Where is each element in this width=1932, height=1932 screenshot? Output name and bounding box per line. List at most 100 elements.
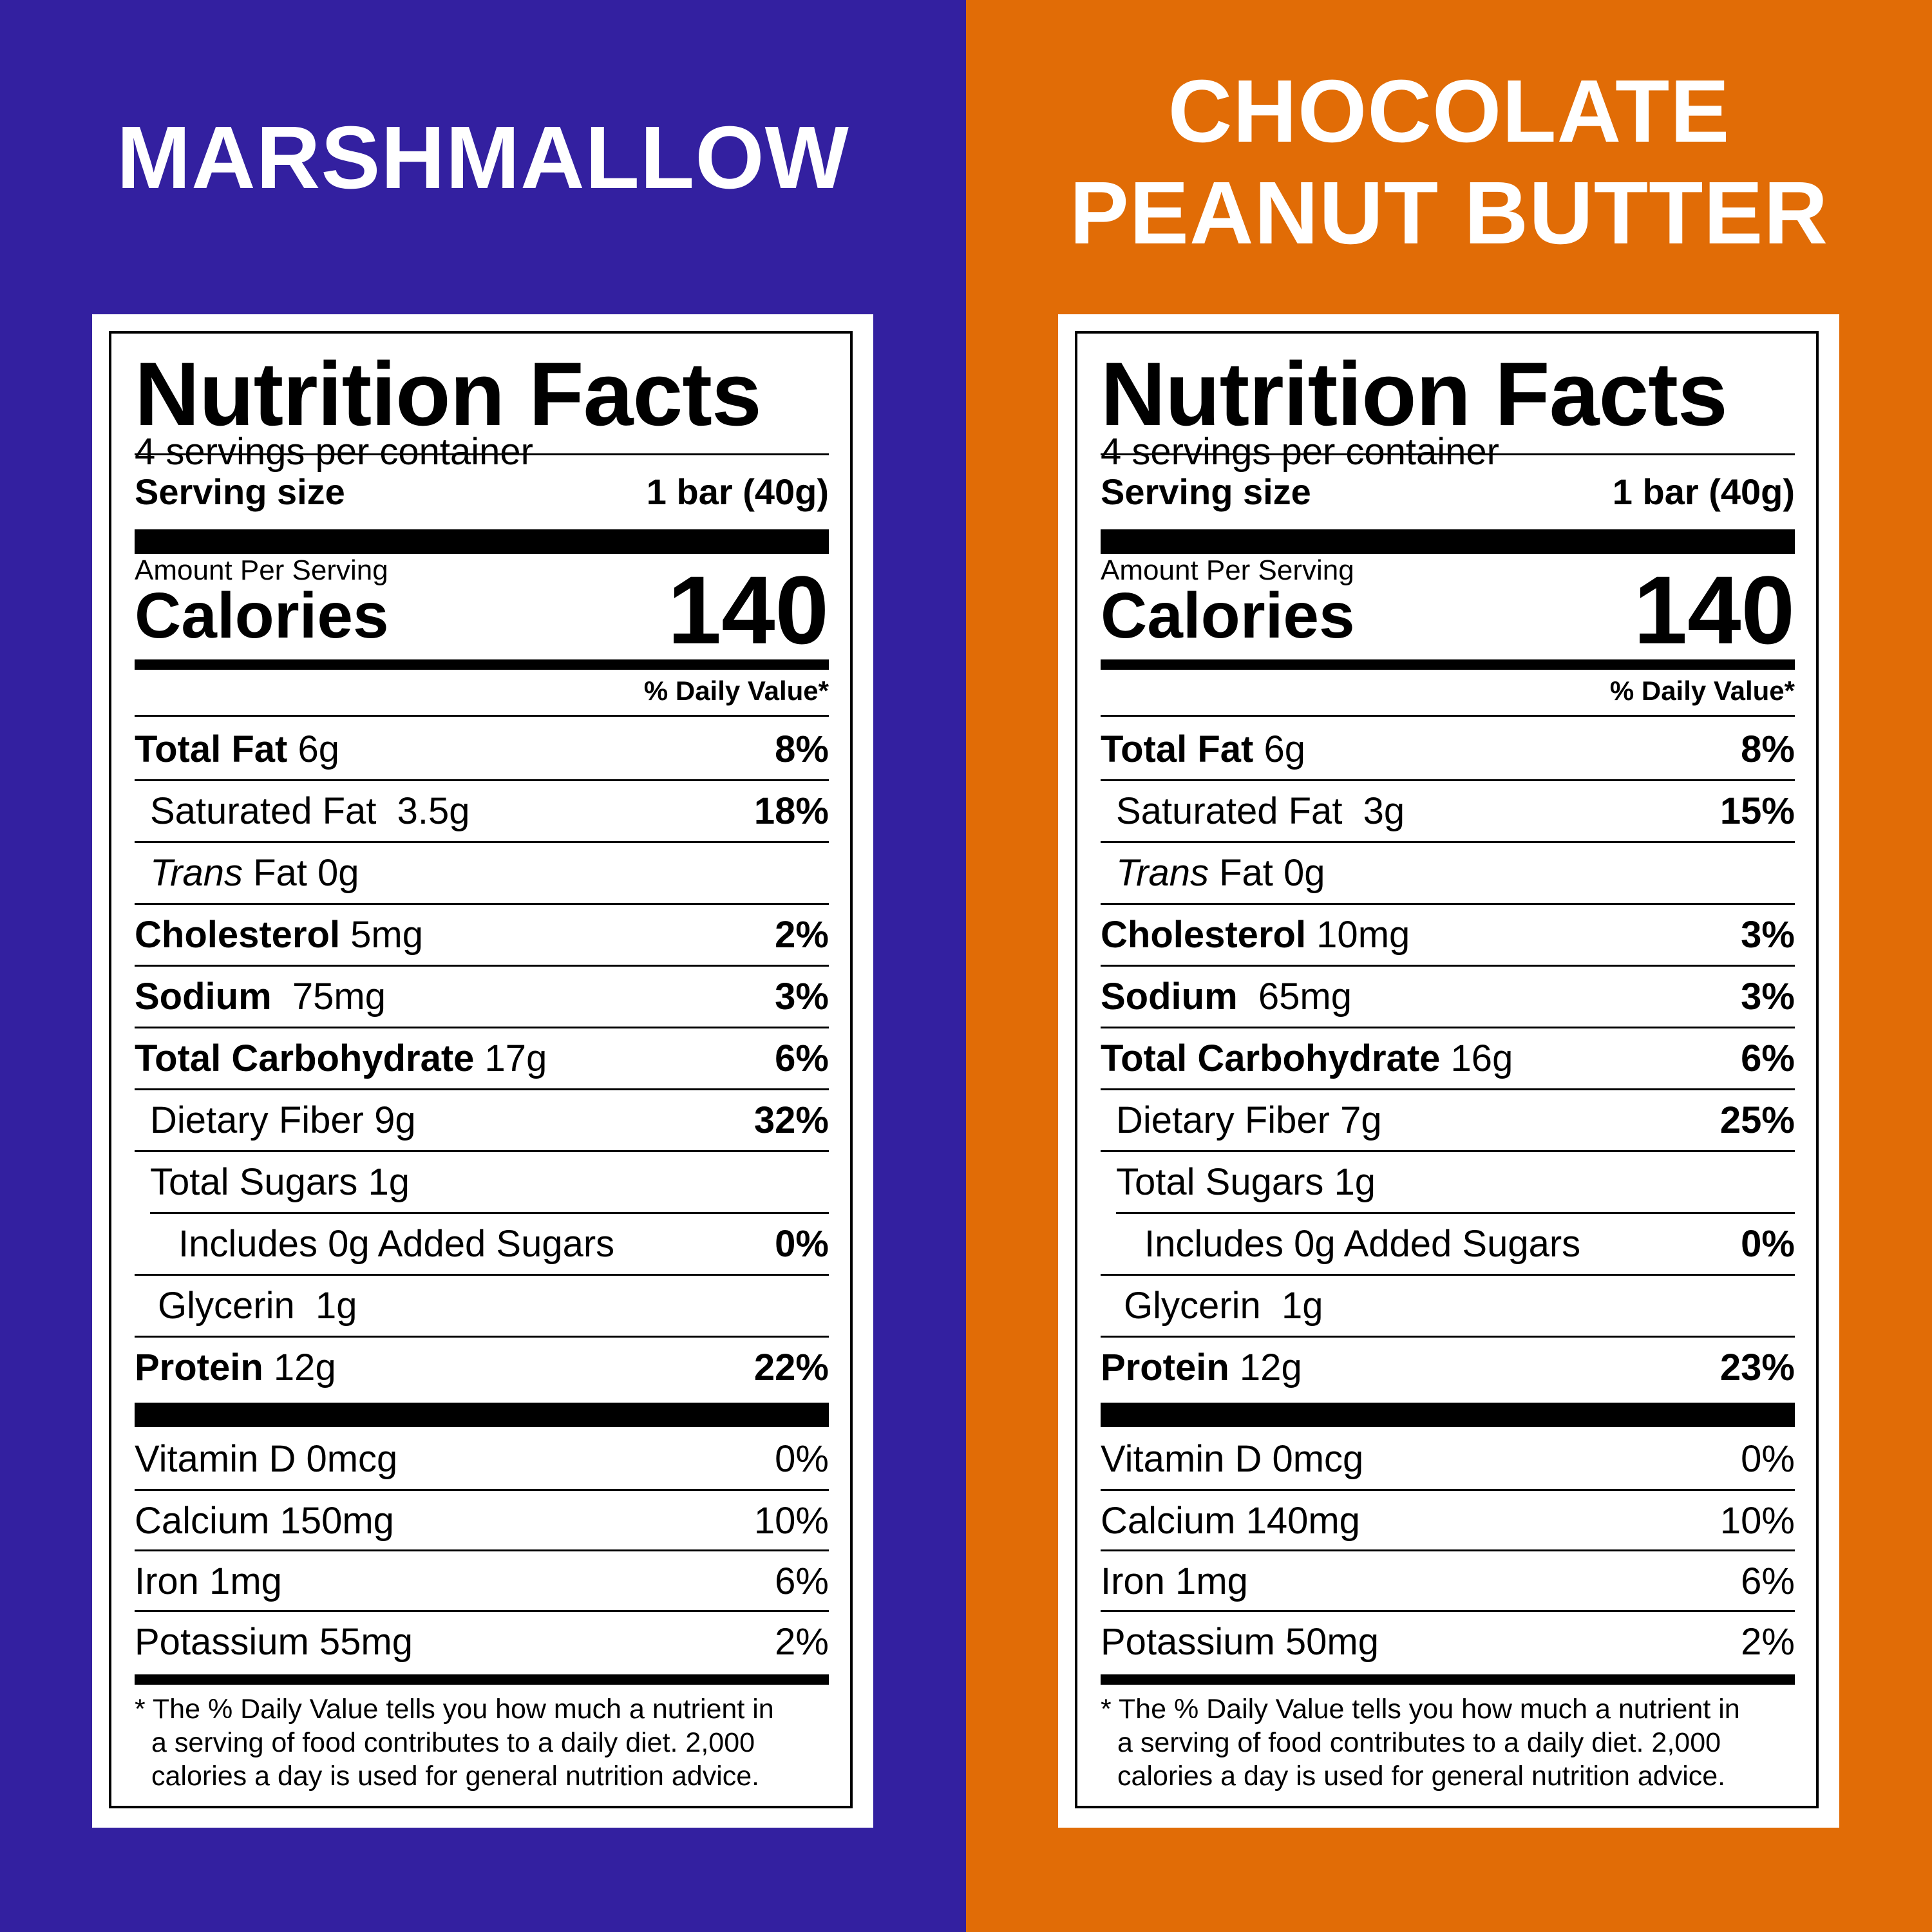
nutrient-row: Total Fat 6g 8% <box>1101 719 1795 781</box>
vitamin-daily-value: 0% <box>1741 1438 1795 1480</box>
row-divider <box>1101 779 1795 781</box>
nutrient-name-text: Total Sugars 1g <box>1116 1161 1376 1203</box>
nutrient-name: Protein 12g <box>1101 1337 1302 1399</box>
nutrient-name: Cholesterol 10mg <box>1101 904 1410 966</box>
row-divider <box>1101 965 1795 967</box>
nutrient-name: Saturated Fat 3.5g <box>150 781 470 842</box>
nutrient-row: Trans Fat 0g <box>1116 842 1795 904</box>
row-divider <box>135 1336 829 1338</box>
nutrient-name-text: Includes 0g Added Sugars <box>1144 1223 1581 1265</box>
divider-thin <box>135 453 829 455</box>
nutrient-name-bold: Total Fat <box>135 728 288 770</box>
divider-thin <box>1101 453 1795 455</box>
nutrient-row: Total Sugars 1g <box>150 1151 829 1213</box>
divider-medium <box>1101 1674 1795 1685</box>
nutrient-name-bold: Total Fat <box>1101 728 1254 770</box>
nutrient-row: Total Carbohydrate 16g 6% <box>1101 1028 1795 1090</box>
vitamin-name: Calcium 140mg <box>1101 1500 1360 1542</box>
calories-label: Calories <box>135 580 389 652</box>
nutrient-amount: 17g <box>474 1037 547 1079</box>
vitamin-name: Vitamin D 0mcg <box>135 1438 398 1480</box>
nutrient-amount: 12g <box>263 1347 336 1388</box>
divider-medium <box>135 659 829 670</box>
row-divider <box>135 1489 829 1491</box>
nutrient-daily-value: 6% <box>1741 1037 1795 1079</box>
row-divider <box>135 1549 829 1551</box>
row-divider <box>150 1212 829 1214</box>
nutrient-row: Includes 0g Added Sugars 0% <box>178 1213 829 1275</box>
row-divider <box>1101 1027 1795 1028</box>
nutrient-name-bold: Total Carbohydrate <box>135 1037 475 1079</box>
nutrient-name-bold: Sodium <box>135 976 272 1018</box>
nutrient-row: Protein 12g 23% <box>1101 1337 1795 1399</box>
row-divider <box>1116 1212 1795 1214</box>
vitamin-daily-value: 6% <box>1741 1560 1795 1602</box>
footnote-line: a serving of food contributes to a daily… <box>1117 1727 1721 1758</box>
nutrient-name: Glycerin 1g <box>1124 1275 1323 1337</box>
nutrition-facts-label: Nutrition Facts 4 servings per container S… <box>109 331 853 1808</box>
nutrient-daily-value: 0% <box>1741 1223 1795 1265</box>
nutrient-daily-value: 2% <box>775 914 829 956</box>
divider-medium <box>1101 659 1795 670</box>
row-divider <box>1101 841 1795 843</box>
nutrient-row: Sodium 65mg 3% <box>1101 966 1795 1028</box>
nutrient-amount: 16g <box>1440 1037 1513 1079</box>
row-divider <box>135 903 829 905</box>
row-divider <box>1101 1150 1795 1152</box>
servings-per-container: 4 servings per container <box>1101 431 1499 473</box>
daily-value-header: % Daily Value* <box>1609 676 1795 706</box>
vitamin-name: Potassium 50mg <box>1101 1621 1379 1663</box>
nutrition-facts-label: Nutrition Facts 4 servings per container S… <box>1075 331 1819 1808</box>
nutrient-name: Includes 0g Added Sugars <box>1144 1213 1580 1275</box>
nutrient-name: Saturated Fat 3g <box>1116 781 1405 842</box>
nutrient-row: Total Sugars 1g <box>1116 1151 1795 1213</box>
row-divider <box>1101 1088 1795 1090</box>
nutrient-daily-value: 0% <box>775 1223 829 1265</box>
vitamin-row: Iron 1mg 6% <box>1101 1551 1795 1613</box>
nutrient-row: Saturated Fat 3g 15% <box>1116 781 1795 842</box>
nutrient-row: Sodium 75mg 3% <box>135 966 829 1028</box>
nutrient-name-text: Includes 0g Added Sugars <box>178 1223 615 1265</box>
nutrient-row: Glycerin 1g <box>1124 1275 1795 1337</box>
nutrient-name-rest: Fat 0g <box>242 852 359 894</box>
nutrient-daily-value: 23% <box>1719 1347 1795 1388</box>
nutrient-row: Cholesterol 10mg 3% <box>1101 904 1795 966</box>
row-divider <box>135 965 829 967</box>
vitamin-row: Vitamin D 0mcg 0% <box>135 1428 829 1490</box>
vitamin-row: Iron 1mg 6% <box>135 1551 829 1613</box>
nutrient-row: Includes 0g Added Sugars 0% <box>1144 1213 1795 1275</box>
nutrient-amount: 6g <box>1253 728 1305 770</box>
nutrient-name: Includes 0g Added Sugars <box>178 1213 614 1275</box>
label-title: Nutrition Facts <box>1101 343 1728 444</box>
row-divider <box>1101 1489 1795 1491</box>
vitamin-daily-value: 10% <box>753 1500 829 1542</box>
calories-label: Calories <box>1101 580 1355 652</box>
vitamin-row: Calcium 140mg 10% <box>1101 1490 1795 1552</box>
row-divider <box>1101 903 1795 905</box>
divider-thick <box>1101 529 1795 554</box>
nutrient-row: Dietary Fiber 9g 32% <box>150 1090 829 1151</box>
serving-size-label: Serving size <box>135 471 345 512</box>
footnote-line: * The % Daily Value tells you how much a… <box>1101 1694 1740 1725</box>
vitamin-name: Calcium 150mg <box>135 1500 394 1542</box>
nutrient-name: Glycerin 1g <box>158 1275 357 1337</box>
vitamin-daily-value: 10% <box>1719 1500 1795 1542</box>
nutrient-name: Total Carbohydrate 16g <box>1101 1028 1513 1090</box>
row-divider <box>135 1610 829 1612</box>
row-divider <box>1101 1610 1795 1612</box>
divider-thick <box>1101 1403 1795 1427</box>
nutrient-daily-value: 15% <box>1719 790 1795 832</box>
nutrient-row: Glycerin 1g <box>158 1275 829 1337</box>
nutrient-name: Total Sugars 1g <box>150 1151 410 1213</box>
nutrition-card: Nutrition Facts 4 servings per container S… <box>1058 314 1839 1828</box>
divider-thick <box>135 529 829 554</box>
vitamin-name: Vitamin D 0mcg <box>1101 1438 1364 1480</box>
nutrient-amount: 10mg <box>1306 914 1410 956</box>
nutrient-name: Trans Fat 0g <box>1116 842 1325 904</box>
nutrient-name: Sodium 75mg <box>135 966 386 1028</box>
nutrient-name-italic: Trans <box>1116 852 1209 894</box>
nutrient-name: Dietary Fiber 9g <box>150 1090 416 1151</box>
footnote-line: calories a day is used for general nutri… <box>1117 1761 1726 1792</box>
row-divider <box>1101 1549 1795 1551</box>
row-divider <box>1101 1336 1795 1338</box>
